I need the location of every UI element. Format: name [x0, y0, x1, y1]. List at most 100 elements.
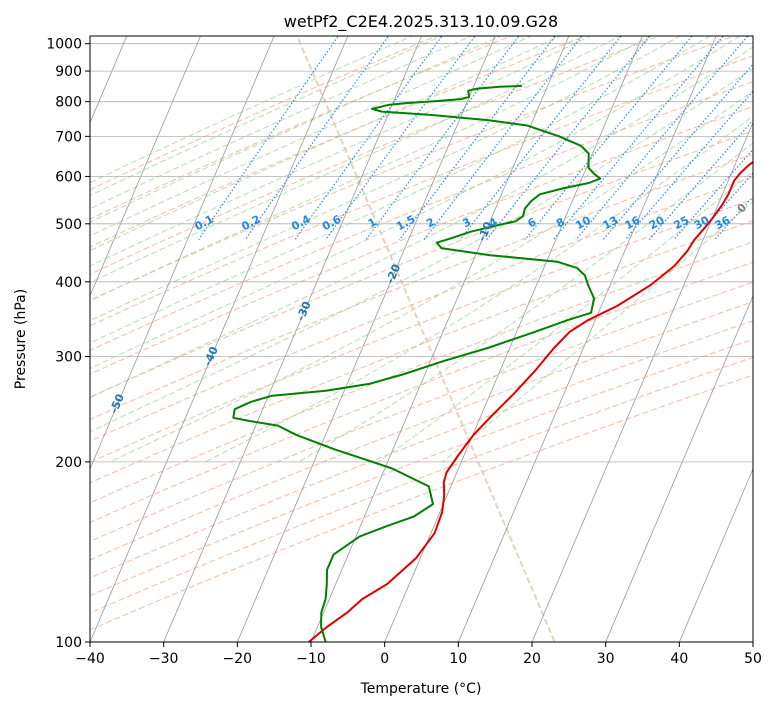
moist-adiabat-line — [90, 36, 711, 344]
x-tick-label: 50 — [744, 651, 762, 667]
moist-adiabat-line — [90, 36, 622, 284]
dry-adiabat-line — [90, 281, 753, 542]
isotherm-label: -50 — [107, 392, 127, 416]
x-tick-label: 40 — [670, 651, 688, 667]
theta-label: 0 — [735, 201, 750, 216]
line-labels: -100-90-80-70-60-50-40-30-20-100.10.20.4… — [13, 201, 750, 464]
moist-adiabat-line — [90, 36, 592, 267]
mixing-ratio-label: 6 — [526, 215, 539, 230]
isotherm-line — [163, 36, 422, 642]
dry-adiabat-line — [90, 301, 753, 561]
mixing-ratio-label: 0.4 — [289, 212, 313, 233]
dry-adiabat-line — [90, 130, 753, 398]
mixing-ratio-label: 36 — [713, 213, 733, 232]
isotherm-line — [457, 36, 717, 642]
dry-adiabat-line — [90, 241, 753, 504]
mixing-ratio-label: 16 — [623, 213, 643, 232]
plot-frame — [89, 35, 754, 643]
plot-area: -100-90-80-70-60-50-40-30-20-100.10.20.4… — [13, 36, 753, 642]
moist-adiabat-line — [90, 36, 414, 184]
moist-adiabat-line — [90, 36, 682, 322]
moist-adiabat-line — [90, 36, 532, 237]
dry-adiabat-line — [90, 320, 753, 579]
dewpoint-line — [232, 84, 602, 642]
mixing-ratio-label: 2 — [424, 215, 437, 230]
x-axis-label: Temperature (°C) — [360, 681, 482, 697]
moist-adiabat-line — [109, 90, 753, 463]
y-tick-label: 700 — [55, 129, 82, 145]
mixing-ratio-label: 13 — [601, 214, 621, 233]
isotherm-line — [90, 36, 201, 297]
dry-adiabat-line — [90, 338, 753, 597]
y-tick-label: 100 — [55, 635, 82, 651]
mixing-ratio-line — [575, 36, 749, 241]
y-tick-label: 600 — [55, 169, 82, 185]
moist-adiabat-line — [298, 142, 753, 463]
mixing-ratio-line — [423, 36, 583, 241]
mixing-ratio-line — [325, 36, 476, 241]
dry-adiabat-line — [90, 36, 513, 220]
isotherm-line — [236, 36, 496, 642]
mixing-ratio-line — [198, 36, 340, 241]
mixing-ratio-label: 0.1 — [193, 213, 216, 234]
mixing-ratio-label: 25 — [672, 214, 692, 233]
dry-adiabat-line — [90, 356, 753, 614]
x-tick-label: 10 — [449, 651, 467, 667]
x-tick-label: −40 — [75, 651, 105, 667]
mixing-ratio-line — [602, 63, 753, 241]
isotherm-line — [531, 121, 753, 642]
y-tick-label: 500 — [55, 217, 82, 233]
moist-adiabat-line — [90, 36, 652, 302]
moist-adiabat-line — [90, 36, 562, 252]
y-tick-label: 300 — [55, 350, 82, 366]
isotherm-line — [90, 36, 349, 642]
x-tick-label: 20 — [523, 651, 541, 667]
isotherm-line — [752, 641, 753, 642]
y-tick-label: 800 — [55, 95, 82, 111]
mixing-ratio-line — [398, 36, 557, 241]
dry-adiabat-line — [90, 36, 439, 191]
moist-adiabat-line — [90, 36, 741, 370]
dry-adiabat-line — [90, 153, 753, 421]
dry-adiabat-line — [90, 36, 662, 275]
chart-title: wetPf2_C2E4.2025.313.10.09.G28 — [284, 12, 558, 32]
y-axis-ticks: 100 200 300 400 500 600 700 800 900 1000 — [46, 37, 90, 651]
isotherms — [90, 36, 753, 642]
dry-adiabat-line — [90, 80, 753, 351]
mixing-ratio-line — [552, 36, 725, 241]
isotherm-line — [90, 36, 275, 470]
dry-adiabat-line — [90, 36, 736, 302]
lcl-curve — [296, 36, 556, 642]
isotherm-label: -60 — [13, 440, 33, 464]
mixing-ratio-label: 0.2 — [239, 213, 262, 234]
moist-adiabat-line — [442, 200, 753, 463]
moist-adiabat-line — [90, 67, 753, 433]
y-tick-label: 1000 — [46, 37, 82, 53]
mixing-ratio-line — [648, 119, 753, 241]
mixing-ratio-line — [294, 36, 443, 241]
mixing-ratio-line — [365, 36, 520, 241]
moist-adiabat-line — [90, 36, 444, 197]
moist-adiabat-line — [90, 36, 473, 210]
isotherm-label: -30 — [294, 299, 314, 323]
y-tick-label: 400 — [55, 275, 82, 291]
moist-adiabat-line — [204, 115, 753, 463]
x-axis-ticks: −40 −30 −20 −10 0 10 20 30 40 50 — [75, 642, 762, 667]
dry-adiabat-line — [90, 55, 753, 327]
dry-adiabat-line — [90, 220, 753, 484]
mixing-ratio-lines — [198, 36, 753, 241]
dry-adiabat-line — [90, 176, 753, 442]
isotherm-label: -40 — [201, 344, 221, 368]
mixing-ratio-label: 1.5 — [394, 213, 417, 234]
x-tick-label: −10 — [296, 651, 326, 667]
x-tick-label: −20 — [223, 651, 253, 667]
mixing-ratio-line — [459, 36, 622, 241]
temperature-line — [308, 160, 753, 642]
y-tick-label: 900 — [55, 64, 82, 80]
mixing-ratio-line — [693, 172, 753, 241]
mixing-ratio-line — [673, 148, 753, 241]
x-tick-label: −30 — [149, 651, 179, 667]
x-tick-label: 0 — [380, 651, 389, 667]
x-tick-label: 30 — [597, 651, 615, 667]
